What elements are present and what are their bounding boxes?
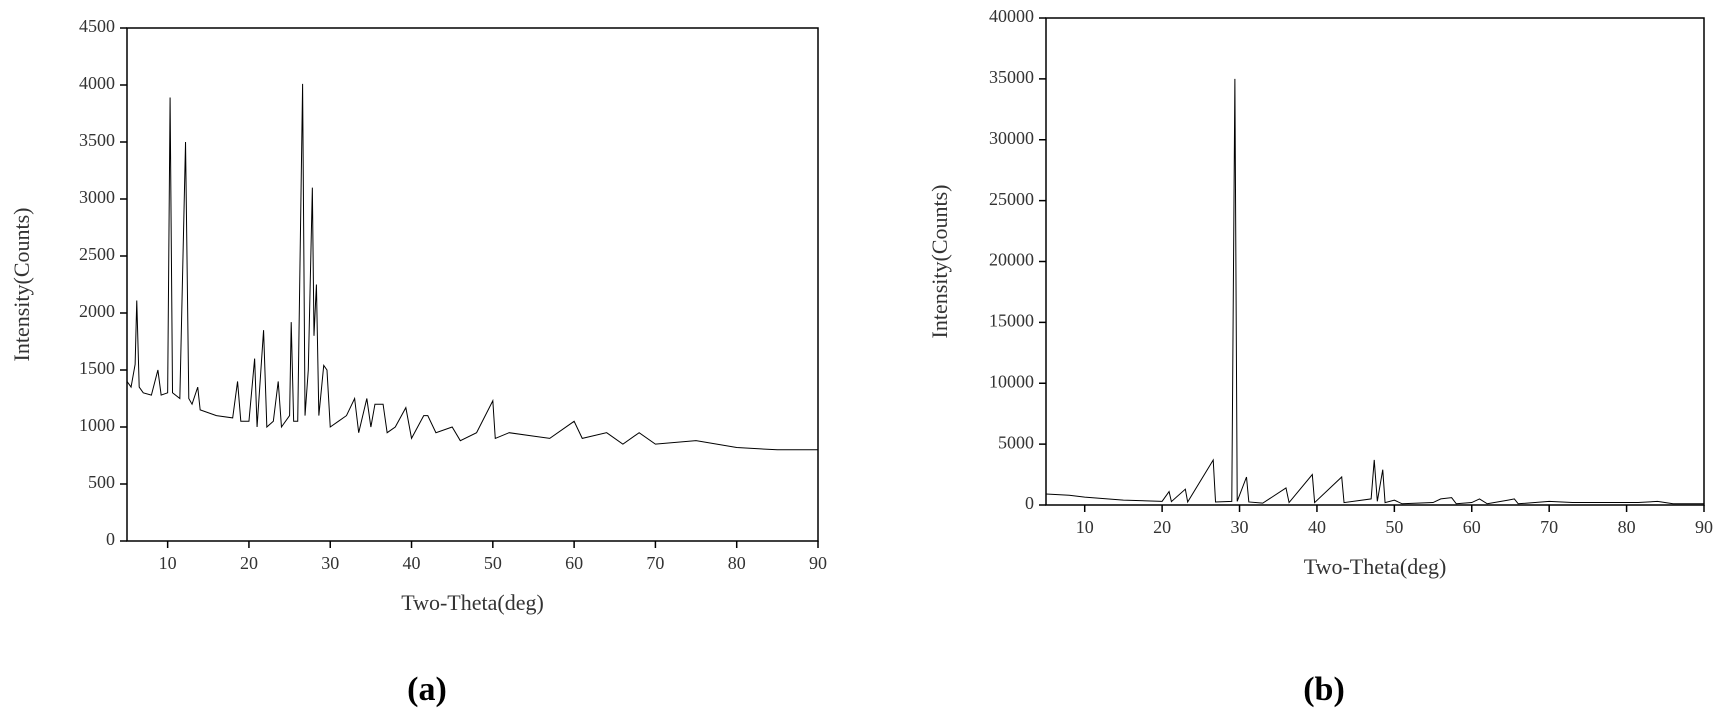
y-tick-label: 3000 [79, 187, 115, 207]
y-tick-label: 2500 [79, 244, 115, 264]
x-tick-label: 20 [1153, 517, 1171, 537]
y-tick-label: 1000 [79, 415, 115, 435]
x-axis-label: Two-Theta(deg) [1304, 554, 1447, 579]
line [1045, 78, 1704, 505]
x-tick-label: 60 [1463, 517, 1481, 537]
x-tick-label: 30 [1231, 517, 1249, 537]
x-tick-label: 60 [565, 553, 583, 573]
y-axis-label: Intensity(Counts) [9, 208, 34, 362]
y-tick-label: 3500 [79, 130, 115, 150]
plot-frame [126, 27, 819, 542]
x-tick-label: 90 [1695, 517, 1713, 537]
x-tick-label: 50 [1385, 517, 1403, 537]
y-tick-label: 0 [1025, 493, 1034, 513]
y-tick-label: 20000 [989, 250, 1034, 270]
y-tick-label: 4500 [79, 16, 115, 36]
x-tick-label: 40 [403, 553, 421, 573]
x-tick-label: 70 [646, 553, 664, 573]
x-tick-label: 50 [484, 553, 502, 573]
line [126, 83, 818, 451]
x-tick-label: 30 [321, 553, 339, 573]
y-tick-label: 30000 [989, 128, 1034, 148]
x-tick-label: 80 [1618, 517, 1636, 537]
y-tick-label: 0 [106, 529, 115, 549]
y-tick-label: 4000 [79, 73, 115, 93]
y-tick-label: 2000 [79, 301, 115, 321]
x-tick-label: 20 [240, 553, 258, 573]
x-tick-label: 10 [1076, 517, 1094, 537]
y-tick-label: 1500 [79, 358, 115, 378]
panel-caption: (a) [407, 671, 447, 708]
x-tick-label: 90 [809, 553, 827, 573]
x-tick-label: 70 [1540, 517, 1558, 537]
x-tick-label: 10 [159, 553, 177, 573]
y-tick-label: 5000 [998, 432, 1034, 452]
y-axis-label: Intensity(Counts) [927, 185, 952, 339]
y-tick-label: 10000 [989, 371, 1034, 391]
x-tick-label: 80 [728, 553, 746, 573]
y-tick-label: 40000 [989, 6, 1034, 26]
panel-caption: (b) [1303, 671, 1345, 708]
y-tick-label: 15000 [989, 311, 1034, 331]
x-tick-label: 40 [1308, 517, 1326, 537]
x-axis-label: Two-Theta(deg) [401, 590, 544, 615]
plot-frame [1045, 17, 1705, 506]
y-tick-label: 500 [88, 472, 115, 492]
y-tick-label: 35000 [989, 67, 1034, 87]
y-tick-label: 25000 [989, 189, 1034, 209]
